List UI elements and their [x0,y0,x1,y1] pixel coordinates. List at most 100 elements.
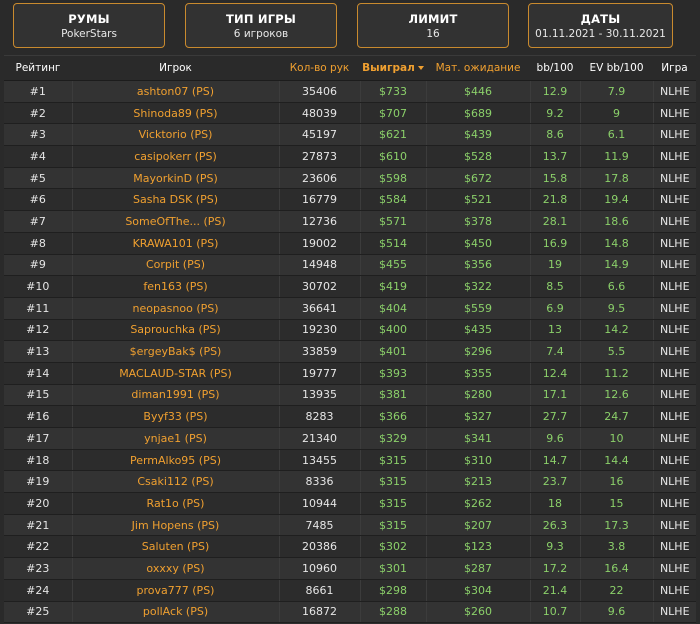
game-cell: NLHE [653,188,696,212]
player-link[interactable]: Sasha DSK (PS) [72,188,280,212]
won-cell: $571 [360,210,427,233]
rank-cell: #13 [4,340,73,363]
player-link[interactable]: ynjae1 (PS) [72,427,280,450]
col-header-game[interactable]: Игра [653,55,696,81]
game-type-filter-button[interactable]: ТИП ИГРЫ 6 игроков [185,3,337,48]
game-type-filter-title: ТИП ИГРЫ [226,12,296,26]
table-row: #7 SomeOfThe... (PS) 12736 $571 $378 28.1 18.6… [4,210,696,233]
won-cell: $455 [360,254,427,277]
hands-cell: 13935 [279,384,361,407]
player-link[interactable]: fen163 (PS) [72,275,280,298]
player-link[interactable]: Saluten (PS) [72,535,280,559]
rooms-filter-button[interactable]: РУМЫ PokerStars [13,3,165,48]
player-link[interactable]: Csaki112 (PS) [72,470,280,494]
player-link[interactable]: diman1991 (PS) [72,384,280,407]
bb100-cell: 16.9 [530,232,581,255]
hands-cell: 10944 [279,492,361,515]
ev-cell: $450 [426,232,531,255]
player-link[interactable]: Shinoda89 (PS) [72,102,280,125]
player-link[interactable]: pollAck (PS) [72,601,280,624]
player-link[interactable]: prova777 (PS) [72,579,280,602]
leaderboard-table: Рейтинг Игрок Кол-во рук Выиграл Мат. ож… [4,55,696,624]
leaderboard-table-container[interactable]: Рейтинг Игрок Кол-во рук Выиграл Мат. ож… [4,55,696,624]
won-cell: $707 [360,102,427,125]
col-header-ev[interactable]: Мат. ожидание [426,55,530,81]
player-link[interactable]: SomeOfThe... (PS) [72,210,280,233]
player-link[interactable]: Saprouchka (PS) [72,319,280,342]
player-link[interactable]: Corpit (PS) [72,254,280,277]
player-link[interactable]: Rat1o (PS) [72,492,280,515]
bb100-cell: 23.7 [530,470,581,494]
table-row: #20 Rat1o (PS) 10944 $315 $262 18 15 NLHE [4,492,696,515]
bb100-cell: 17.1 [530,384,581,407]
player-link[interactable]: Jim Hopens (PS) [72,514,280,537]
hands-cell: 19230 [279,319,361,342]
player-link[interactable]: MACLAUD-STAR (PS) [72,362,280,385]
rank-cell: #5 [4,167,73,190]
rooms-filter-title: РУМЫ [68,12,110,26]
player-link[interactable]: PermAlko95 (PS) [72,449,280,472]
col-header-rank[interactable]: Рейтинг [4,55,72,81]
table-row: #14 MACLAUD-STAR (PS) 19777 $393 $355 12.4 11.… [4,362,696,385]
evbb100-cell: 7.9 [580,80,654,103]
bb100-cell: 12.4 [530,362,581,385]
game-cell: NLHE [653,167,696,190]
hands-cell: 20386 [279,535,361,559]
rank-cell: #8 [4,232,73,255]
col-header-won[interactable]: Выиграл [360,55,426,81]
hands-cell: 19777 [279,362,361,385]
hands-cell: 8283 [279,405,361,428]
rank-cell: #2 [4,102,73,125]
hands-cell: 10960 [279,557,361,580]
won-cell: $298 [360,579,427,602]
won-cell: $315 [360,449,427,472]
rank-cell: #19 [4,470,73,494]
evbb100-cell: 14.9 [580,254,654,277]
col-header-hands[interactable]: Кол-во рук [279,55,360,81]
col-header-evbb100[interactable]: EV bb/100 [580,55,653,81]
rank-cell: #1 [4,80,73,103]
evbb100-cell: 17.3 [580,514,654,537]
player-link[interactable]: Byyf33 (PS) [72,405,280,428]
dates-filter-value: 01.11.2021 - 30.11.2021 [535,28,666,40]
evbb100-cell: 17.8 [580,167,654,190]
ev-cell: $123 [426,535,531,559]
ev-cell: $310 [426,449,531,472]
col-header-player[interactable]: Игрок [72,55,279,81]
won-cell: $288 [360,601,427,624]
col-header-bb100[interactable]: bb/100 [530,55,580,81]
won-cell: $381 [360,384,427,407]
hands-cell: 13455 [279,449,361,472]
bb100-cell: 8.6 [530,123,581,147]
player-link[interactable]: $ergeyBak$ (PS) [72,340,280,363]
bb100-cell: 17.2 [530,557,581,580]
bb100-cell: 18 [530,492,581,515]
ev-cell: $280 [426,384,531,407]
player-link[interactable]: KRAWA101 (PS) [72,232,280,255]
player-link[interactable]: casipokerr (PS) [72,145,280,168]
bb100-cell: 8.5 [530,275,581,298]
bb100-cell: 10.7 [530,601,581,624]
player-link[interactable]: oxxxy (PS) [72,557,280,580]
rank-cell: #11 [4,297,73,320]
game-cell: NLHE [653,275,696,298]
player-link[interactable]: MayorkinD (PS) [72,167,280,190]
hands-cell: 36641 [279,297,361,320]
evbb100-cell: 3.8 [580,535,654,559]
player-link[interactable]: ashton07 (PS) [72,80,280,103]
sort-desc-icon [417,66,424,70]
player-link[interactable]: neopasnoo (PS) [72,297,280,320]
won-cell: $584 [360,188,427,212]
dates-filter-button[interactable]: ДАТЫ 01.11.2021 - 30.11.2021 [528,3,673,48]
bb100-cell: 26.3 [530,514,581,537]
evbb100-cell: 18.6 [580,210,654,233]
rank-cell: #17 [4,427,73,450]
table-body: #1 ashton07 (PS) 35406 $733 $446 12.9 7.9 NLHE #… [4,80,696,624]
ev-cell: $689 [426,102,531,125]
game-cell: NLHE [653,384,696,407]
limit-filter-button[interactable]: ЛИМИТ 16 [357,3,509,48]
hands-cell: 16779 [279,188,361,212]
won-cell: $366 [360,405,427,428]
ev-cell: $327 [426,405,531,428]
player-link[interactable]: Vicktorio (PS) [72,123,280,147]
